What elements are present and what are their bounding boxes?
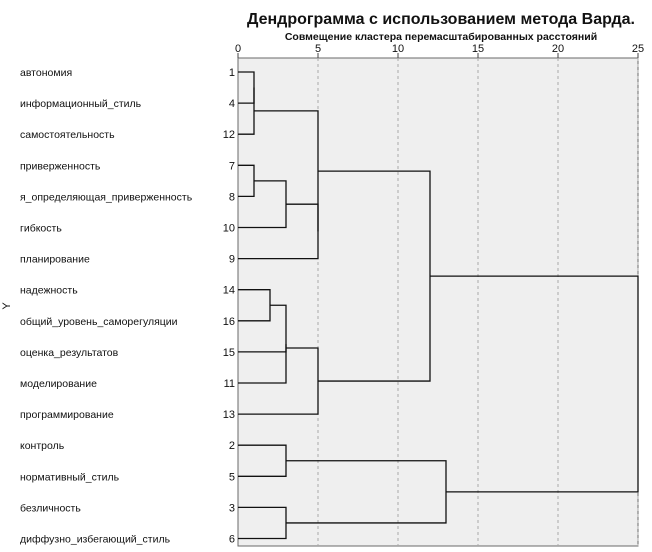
leaf-label: надежность xyxy=(20,285,78,297)
leaf-number: 13 xyxy=(223,409,235,421)
leaf-number: 7 xyxy=(229,160,235,172)
leaf-number: 11 xyxy=(224,378,235,390)
leaf-label: приверженность xyxy=(20,160,101,172)
leaf-number: 15 xyxy=(223,347,235,359)
leaf-label: самостоятельность xyxy=(20,129,115,141)
leaf-label: информационный_стиль xyxy=(20,98,142,110)
leaf-label: я_определяющая_приверженность xyxy=(20,191,193,203)
dendrogram-link xyxy=(238,87,255,135)
leaf-label: автономия xyxy=(20,67,72,79)
leaf-label: оценка_результатов xyxy=(20,347,119,359)
leaf-label: диффузно_избегающий_стиль xyxy=(20,534,171,546)
leaf-number: 2 xyxy=(229,440,235,452)
tick-label-10: 10 xyxy=(392,43,404,55)
chart-title: Дендрограмма с использованием метода Вар… xyxy=(247,11,635,28)
y-axis-label: Y xyxy=(1,302,13,310)
leaf-number: 4 xyxy=(229,98,235,110)
tick-label-15: 15 xyxy=(472,43,484,55)
leaf-label: нормативный_стиль xyxy=(20,471,120,483)
leaf-number: 5 xyxy=(229,471,235,483)
leaf-number: 10 xyxy=(223,223,235,235)
leaf-label: моделирование xyxy=(20,378,97,390)
leaf-label: гибкость xyxy=(20,223,62,235)
tick-label-20: 20 xyxy=(552,43,564,55)
dendrogram-link xyxy=(430,275,639,493)
dendrogram-link xyxy=(254,110,319,232)
leaf-number: 9 xyxy=(229,254,235,266)
tick-label-25: 25 xyxy=(632,43,644,55)
chart-subtitle: Совмещение кластера перемасштабированных… xyxy=(285,31,597,43)
leaf-number: 1 xyxy=(229,67,235,79)
leaf-number: 8 xyxy=(229,191,235,203)
leaf-label: планирование xyxy=(20,254,90,266)
leaf-label: безличность xyxy=(20,502,81,514)
leaf-label: контроль xyxy=(20,440,65,452)
tick-label-5: 5 xyxy=(315,43,321,55)
plot-area xyxy=(237,57,639,547)
leaf-number: 6 xyxy=(229,534,235,546)
leaf-number: 12 xyxy=(223,129,235,141)
leaf-label: программирование xyxy=(20,409,114,421)
dendrogram-link xyxy=(238,344,287,353)
leaf-number: 16 xyxy=(223,316,235,328)
leaf-number: 3 xyxy=(229,502,235,514)
tick-label-0: 0 xyxy=(235,43,241,55)
leaf-number: 14 xyxy=(223,285,235,297)
leaf-label: общий_уровень_саморегуляции xyxy=(20,316,178,328)
